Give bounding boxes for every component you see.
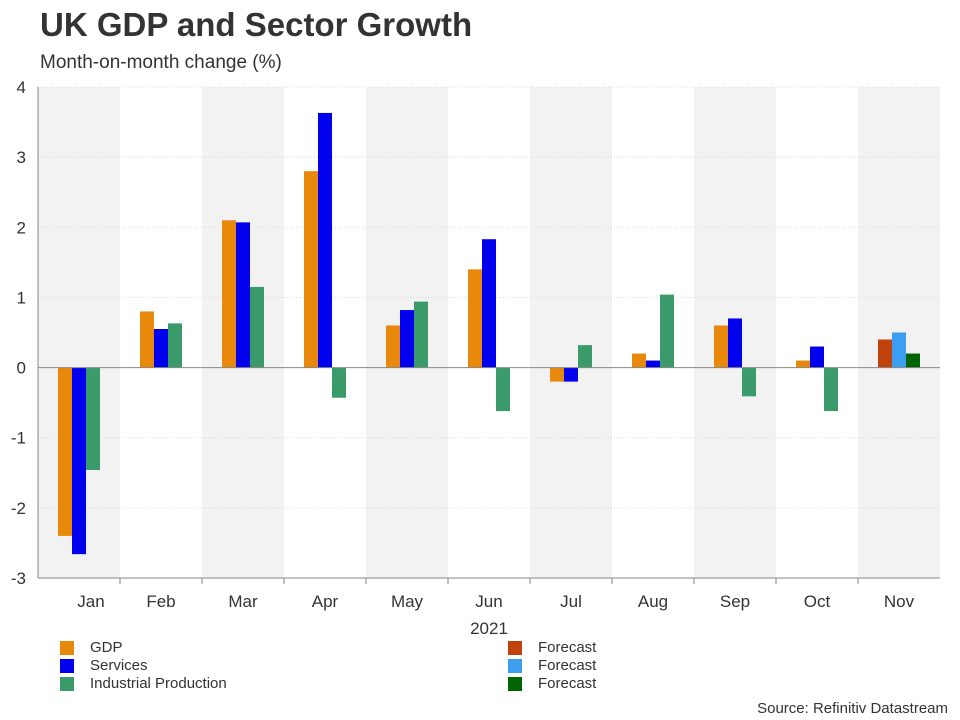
y-tick-label: 3 (17, 148, 26, 167)
y-tick-label: 0 (17, 359, 26, 378)
x-tick-label-oct: Oct (804, 592, 831, 611)
x-tick-label-jan: Jan (77, 592, 104, 611)
chart-title: UK GDP and Sector Growth (40, 6, 473, 43)
x-tick-label-may: May (391, 592, 424, 611)
bar-industrial-production-jul (578, 345, 592, 368)
bar-forecast-nov (892, 332, 906, 368)
bar-services-may (400, 310, 414, 368)
bar-industrial-production-may (414, 301, 428, 368)
bar-forecast-nov (878, 339, 892, 368)
bar-services-aug (646, 360, 660, 368)
bar-services-jun (482, 239, 496, 368)
bar-gdp-oct (796, 360, 810, 368)
bar-services-mar (236, 222, 250, 368)
bar-industrial-production-apr (332, 367, 346, 398)
bar-services-apr (318, 112, 332, 368)
bar-industrial-production-mar (250, 286, 264, 368)
y-tick-label: -2 (11, 499, 26, 518)
x-axis-label: 2021 (470, 619, 508, 638)
bar-gdp-jun (468, 269, 482, 368)
bar-industrial-production-oct (824, 367, 838, 412)
bar-gdp-jul (550, 367, 564, 382)
chart-subtitle: Month-on-month change (%) (40, 52, 282, 73)
bar-industrial-production-jan (86, 367, 100, 470)
x-tick-label-aug: Aug (638, 592, 668, 611)
x-tick-label-jun: Jun (475, 592, 502, 611)
x-tick-label-mar: Mar (228, 592, 258, 611)
bar-industrial-production-aug (660, 294, 674, 368)
y-tick-label: 2 (17, 218, 26, 237)
bar-gdp-aug (632, 353, 646, 368)
y-tick-label: 1 (17, 288, 26, 307)
bar-services-jan (72, 367, 86, 555)
bar-forecast-nov (906, 353, 920, 368)
category-band-jul (530, 87, 612, 578)
bar-gdp-mar (222, 220, 236, 368)
x-tick-label-sep: Sep (720, 592, 750, 611)
x-tick-label-nov: Nov (884, 592, 915, 611)
bar-services-feb (154, 328, 168, 368)
y-tick-label: -3 (11, 569, 26, 588)
x-tick-label-apr: Apr (312, 592, 339, 611)
bar-services-oct (810, 346, 824, 368)
bar-industrial-production-jun (496, 367, 510, 412)
bar-gdp-sep (714, 325, 728, 368)
bar-gdp-feb (140, 311, 154, 368)
source-note: Source: Refinitiv Datastream (757, 700, 948, 717)
x-tick-label-feb: Feb (146, 592, 175, 611)
x-tick-label-jul: Jul (560, 592, 582, 611)
bar-gdp-jan (58, 367, 72, 536)
bar-gdp-may (386, 325, 400, 368)
y-tick-label: -1 (11, 429, 26, 448)
y-tick-label: 4 (17, 78, 26, 97)
bar-industrial-production-feb (168, 323, 182, 368)
bar-industrial-production-sep (742, 367, 756, 397)
bar-services-jul (564, 367, 578, 382)
bar-gdp-apr (304, 171, 318, 368)
bar-services-sep (728, 318, 742, 368)
